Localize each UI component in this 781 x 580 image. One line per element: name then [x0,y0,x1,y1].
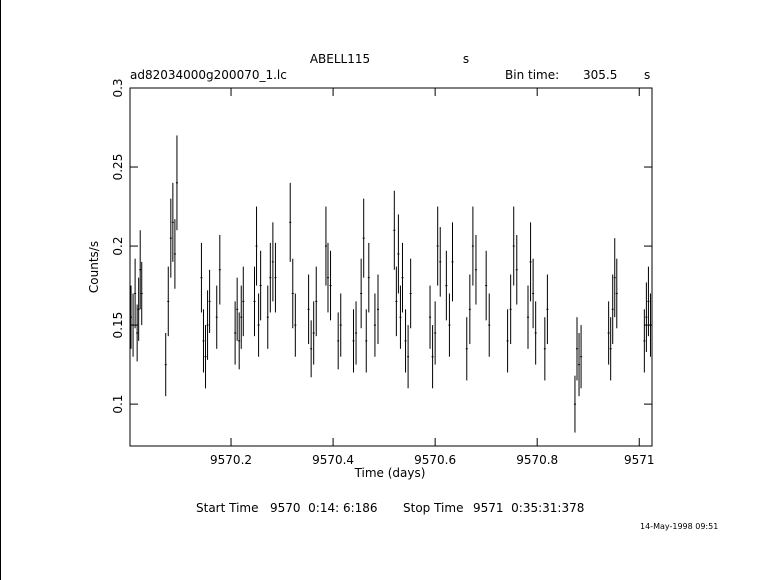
start-time-label: Start Time [196,501,259,515]
bin-time-label: Bin time: [505,68,559,82]
file-name: ad82034000g200070_1.lc [130,68,287,82]
x-axis-label: Time (days) [354,466,426,480]
y-tick-label: 0.2 [111,237,125,256]
chart-title: ABELL115 [310,52,370,66]
x-tick-label: 9571 [624,453,655,467]
plot-date: 14-May-1998 09:51 [640,522,718,531]
title-unit: s [463,52,469,66]
stop-time: 9571 0:35:31:378 [473,501,584,515]
x-tick-label: 9570.6 [414,453,456,467]
x-tick-label: 9570.8 [516,453,558,467]
stop-time-label: Stop Time [403,501,463,515]
y-tick-label: 0.3 [111,78,125,97]
x-tick-label: 9570.4 [312,453,354,467]
bin-time-unit: s [644,68,650,82]
x-tick-label: 9570.2 [210,453,252,467]
y-tick-label: 0.25 [111,154,125,181]
y-axis-label: Counts/s [87,241,101,293]
plot-frame [129,87,653,447]
y-tick-label: 0.1 [111,395,125,414]
y-tick-label: 0.15 [111,312,125,339]
bin-time: 305.5 [583,68,617,82]
start-time: 9570 0:14: 6:186 [270,501,378,515]
